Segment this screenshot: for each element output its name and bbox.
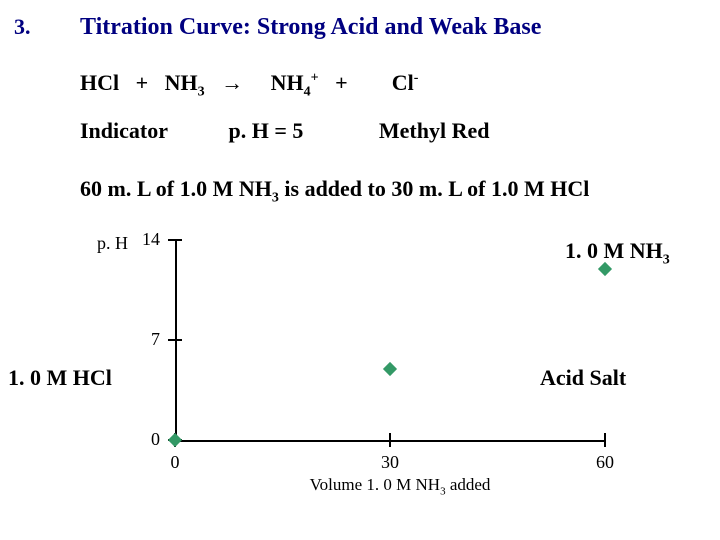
- indicator-line: Indicator p. H = 5 Methyl Red: [80, 118, 489, 144]
- y-tick: [168, 239, 182, 241]
- x-tick-label: 60: [596, 452, 614, 473]
- indicator-name: Methyl Red: [379, 118, 490, 144]
- plus-sign: +: [136, 70, 149, 95]
- product-cl: Cl-: [392, 70, 419, 95]
- arrow: →: [221, 70, 243, 95]
- y-tick-label: 14: [120, 229, 160, 250]
- reactant-hcl: HCl: [80, 70, 119, 95]
- indicator-label: Indicator: [80, 118, 168, 144]
- x-tick-label: 30: [381, 452, 399, 473]
- reactant-nh3: NH3: [165, 70, 205, 95]
- annotation-hcl: 1. 0 M HCl: [8, 365, 112, 391]
- titration-chart: p. H 1470 03060 Volume 1. 0 M NH3 added …: [0, 230, 720, 530]
- x-tick-label: 0: [171, 452, 180, 473]
- annotation-nh3: 1. 0 M NH3: [565, 238, 670, 268]
- ph-value: p. H = 5: [229, 118, 304, 144]
- condition-text: 60 m. L of 1.0 M NH3 is added to 30 m. L…: [80, 176, 589, 206]
- x-tick: [389, 433, 391, 447]
- page-title: Titration Curve: Strong Acid and Weak Ba…: [80, 14, 541, 41]
- item-number: 3.: [14, 14, 31, 40]
- product-nh4: NH4+: [271, 70, 319, 95]
- x-tick: [604, 433, 606, 447]
- data-point: [168, 433, 182, 447]
- annotation-acid-salt: Acid Salt: [540, 365, 626, 391]
- reaction-equation: HCl + NH3 → NH4+ + Cl-: [80, 70, 418, 100]
- y-tick-label: 7: [120, 329, 160, 350]
- data-point: [383, 361, 397, 375]
- x-axis-title: Volume 1. 0 M NH3 added: [250, 475, 550, 497]
- y-tick: [168, 339, 182, 341]
- y-tick-label: 0: [120, 429, 160, 450]
- plus-sign: +: [335, 70, 348, 95]
